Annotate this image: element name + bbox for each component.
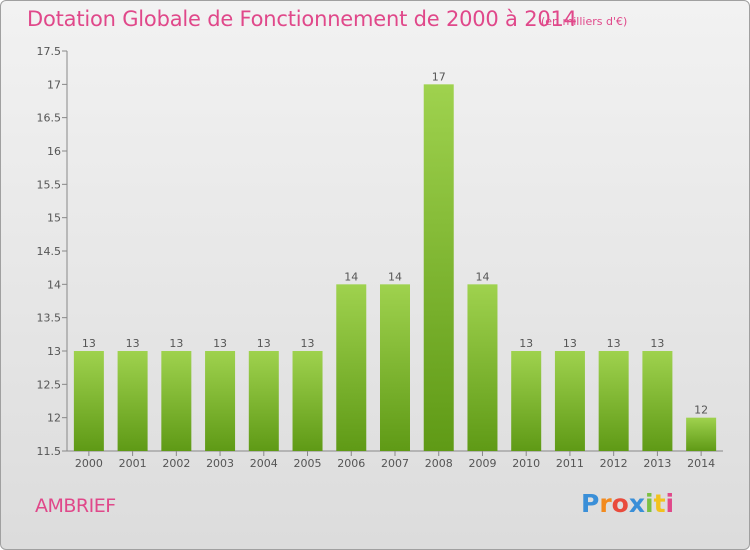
data-label: 13: [301, 337, 315, 350]
bar[interactable]: [554, 351, 585, 451]
bar[interactable]: [117, 351, 148, 451]
proxiti-logo[interactable]: Proxiti: [581, 489, 674, 518]
x-tick-label: 2003: [206, 457, 234, 470]
data-label: 14: [475, 270, 489, 283]
data-label: 13: [607, 337, 621, 350]
labels: 2000 13 2001 13 2002 13 2003 13 2004 13 2005 13 2006…: [75, 70, 715, 470]
x-tick-label: 2006: [337, 457, 365, 470]
x-tick-label: 2009: [468, 457, 496, 470]
bar[interactable]: [380, 284, 410, 451]
y-tick-label: 15.5: [37, 178, 62, 191]
data-label: 17: [432, 70, 446, 83]
y-tick-label: 16: [47, 145, 61, 158]
x-tick-label: 2005: [294, 457, 322, 470]
logo-letter: r: [599, 489, 612, 518]
chart-subtitle: (en milliers d'€): [541, 15, 628, 28]
bar[interactable]: [423, 84, 454, 451]
bar[interactable]: [205, 351, 236, 451]
data-label: 13: [563, 337, 577, 350]
x-tick-label: 2011: [556, 457, 584, 470]
x-tick-label: 2012: [600, 457, 628, 470]
x-tick-label: 2010: [512, 457, 540, 470]
y-tick-label: 17: [47, 78, 61, 91]
data-label: 13: [213, 337, 227, 350]
logo-letter: i: [665, 489, 675, 518]
logo-letter: t: [653, 489, 666, 518]
bar[interactable]: [598, 351, 629, 451]
x-tick-label: 2007: [381, 457, 409, 470]
data-label: 13: [519, 337, 533, 350]
x-tick-label: 2001: [119, 457, 147, 470]
y-tick-label: 13: [47, 345, 61, 358]
axes: 11.5 12 12.5 13 13.5 14 14.5 15 15.5 16 16.5 17 17.5: [37, 45, 723, 458]
y-tick-label: 15: [47, 212, 61, 225]
bars: [73, 84, 717, 451]
bar[interactable]: [686, 417, 717, 451]
data-label: 13: [126, 337, 140, 350]
x-tick-label: 2002: [162, 457, 190, 470]
y-tick-label: 14.5: [37, 245, 62, 258]
y-tick-label: 14: [47, 278, 61, 291]
y-tick-label: 12.5: [37, 378, 62, 391]
data-label: 12: [694, 404, 708, 417]
bar[interactable]: [642, 351, 673, 451]
logo-letter: o: [611, 489, 629, 518]
x-tick-label: 2004: [250, 457, 278, 470]
bar[interactable]: [292, 351, 323, 451]
data-label: 14: [388, 270, 402, 283]
x-tick-label: 2000: [75, 457, 103, 470]
data-label: 13: [169, 337, 183, 350]
y-tick-label: 12: [47, 412, 61, 425]
data-label: 13: [650, 337, 664, 350]
logo-letter: x: [628, 489, 645, 518]
bar[interactable]: [248, 351, 279, 451]
x-tick-label: 2014: [687, 457, 715, 470]
data-label: 13: [82, 337, 96, 350]
chart-title: Dotation Globale de Fonctionnement de 20…: [27, 7, 577, 31]
bar[interactable]: [161, 351, 192, 451]
data-label: 14: [344, 270, 358, 283]
logo-letter: P: [581, 489, 600, 518]
bar[interactable]: [73, 351, 104, 451]
x-tick-label: 2013: [643, 457, 671, 470]
logo-letter: i: [645, 489, 654, 518]
y-tick-label: 17.5: [37, 45, 62, 58]
commune-name: AMBRIEF: [35, 495, 116, 517]
data-label: 13: [257, 337, 271, 350]
y-tick-label: 16.5: [37, 112, 62, 125]
bar[interactable]: [467, 284, 498, 451]
bar[interactable]: [511, 351, 542, 451]
y-tick-label: 11.5: [37, 445, 62, 458]
x-tick-label: 2008: [425, 457, 453, 470]
y-tick-label: 13.5: [37, 312, 62, 325]
bar[interactable]: [336, 284, 367, 451]
